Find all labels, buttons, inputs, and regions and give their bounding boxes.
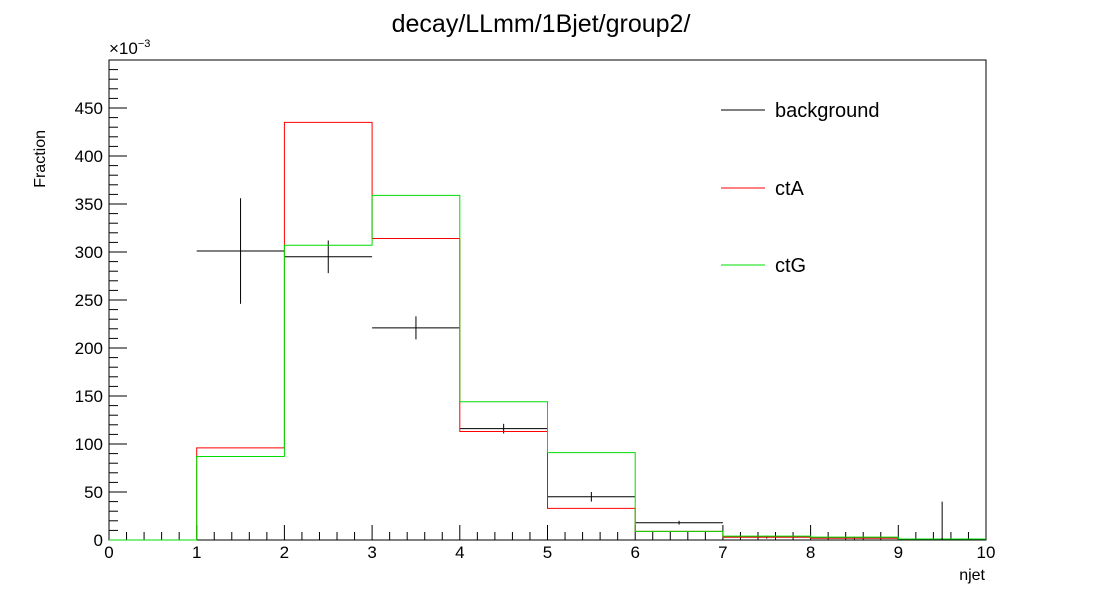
x-tick-label: 10 xyxy=(977,543,996,562)
x-tick-label: 6 xyxy=(630,543,639,562)
y-tick-label: 200 xyxy=(75,339,103,358)
y-tick-label: 300 xyxy=(75,243,103,262)
series-background-point xyxy=(547,492,636,502)
legend-label-background: background xyxy=(775,100,880,122)
series-ctg-step xyxy=(109,194,986,541)
y-tick-label: 400 xyxy=(75,147,103,166)
y-exponent-base: ×10 xyxy=(109,39,138,58)
chart-title: decay/LLmm/1Bjet/group2/ xyxy=(392,10,691,38)
x-tick-label: 7 xyxy=(718,543,727,562)
legend: background ctA ctG xyxy=(721,100,880,277)
series-layer xyxy=(109,121,986,541)
y-tick-label: 350 xyxy=(75,195,103,214)
series-background-point xyxy=(635,520,723,525)
x-tick-label: 5 xyxy=(543,543,552,562)
y-tick-label: 100 xyxy=(75,435,103,454)
x-tick-label: 9 xyxy=(894,543,903,562)
y-tick-label: 50 xyxy=(84,483,103,502)
series-background-point xyxy=(196,198,285,304)
x-tick-label: 3 xyxy=(367,543,376,562)
x-tick-label: 2 xyxy=(280,543,289,562)
series-background-point xyxy=(372,316,460,340)
y-tick-label: 250 xyxy=(75,291,103,310)
y-tick-label: 450 xyxy=(75,99,103,118)
legend-label-cta: ctA xyxy=(775,178,805,200)
y-tick-label: 0 xyxy=(94,531,103,550)
series-background-point xyxy=(284,240,373,274)
legend-label-ctg: ctG xyxy=(775,255,806,277)
y-tick-label: 150 xyxy=(75,387,103,406)
y-exponent-power: −3 xyxy=(138,38,151,50)
x-tick-label: 0 xyxy=(104,543,113,562)
y-axis-exponent: ×10−3 xyxy=(109,38,150,58)
x-axis-title: njet xyxy=(959,567,985,584)
y-axis: 0 50 100 150 200 250 300 350 400 450 xyxy=(75,59,127,550)
y-axis-title: Fraction xyxy=(32,130,49,188)
x-tick-label: 4 xyxy=(455,543,464,562)
x-tick-label: 1 xyxy=(192,543,201,562)
x-tick-label: 8 xyxy=(806,543,815,562)
